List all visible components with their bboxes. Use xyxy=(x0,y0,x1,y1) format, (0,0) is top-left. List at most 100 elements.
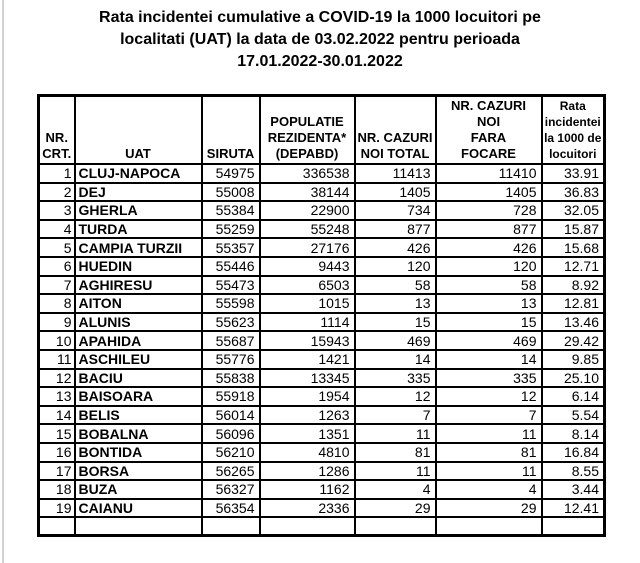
cell-populatie: 6503 xyxy=(258,274,356,296)
cell-cazuri-noi-fara-focare: 13 xyxy=(434,293,543,314)
cell-cazuri-noi-fara-focare: 11 xyxy=(434,460,543,482)
cell-cazuri-noi-fara-focare: 877 xyxy=(434,218,543,240)
cell-cazuri-noi-fara-focare xyxy=(434,516,543,537)
cell-uat: DEJ xyxy=(73,181,203,203)
cell-cazuri-noi-fara-focare: 12 xyxy=(434,386,543,407)
cell-rata-incidentei: 15.68 xyxy=(540,237,606,258)
page-title: Rata incidentei cumulative a COVID-19 la… xyxy=(99,9,541,70)
cell-rata-incidentei: 29.42 xyxy=(540,330,606,351)
cell-cazuri-noi-total: 734 xyxy=(353,200,437,221)
table-row: 2 DEJ 55008 38144 1405 1405 36.83 xyxy=(37,181,606,203)
cell-rata-incidentei: 32.05 xyxy=(540,200,606,221)
cell-rata-incidentei: 3.44 xyxy=(540,479,606,500)
cell-nr-crt: 3 xyxy=(37,200,76,221)
cell-populatie: 1114 xyxy=(258,311,356,333)
cell-uat: CLUJ-NAPOCA xyxy=(73,163,203,184)
cell-cazuri-noi-total: 11 xyxy=(353,423,437,444)
table-row: 17 BORSA 56265 1286 11 11 8.55 xyxy=(37,460,606,482)
cell-cazuri-noi-total: 469 xyxy=(353,330,437,351)
cell-cazuri-noi-total: 1405 xyxy=(353,181,437,203)
column-header-populatie: POPULATIE REZIDENTA* (DEPABD) xyxy=(258,94,356,165)
table-row: 4 TURDA 55259 55248 877 877 15.87 xyxy=(37,218,606,240)
table-row: 9 ALUNIS 55623 1114 15 15 13.46 xyxy=(37,311,606,333)
cell-uat: AGHIRESU xyxy=(73,274,203,296)
cell-cazuri-noi-fara-focare: 335 xyxy=(434,367,543,389)
cell-populatie: 1954 xyxy=(258,386,356,407)
cell-rata-incidentei: 8.55 xyxy=(540,460,606,482)
cell-siruta: 55008 xyxy=(200,181,261,203)
cell-rata-incidentei: 5.54 xyxy=(540,404,606,426)
cell-uat: BORSA xyxy=(73,460,203,482)
cell-cazuri-noi-total: 29 xyxy=(353,497,437,519)
cell-cazuri-noi-fara-focare: 15 xyxy=(434,311,543,333)
cell-rata-incidentei: 13.46 xyxy=(540,311,606,333)
cell-siruta: 55687 xyxy=(200,330,261,351)
cell-cazuri-noi-total: 11413 xyxy=(353,163,437,184)
table-row: 1 CLUJ-NAPOCA 54975 336538 11413 11410 33.91 xyxy=(37,163,606,184)
cell-rata-incidentei: 12.81 xyxy=(540,293,606,314)
column-header-cazuri-noi-fara-focare: NR. CAZURI NOI FARA FOCARE xyxy=(434,94,543,165)
cell-cazuri-noi-total: 7 xyxy=(353,404,437,426)
cell-nr-crt: 17 xyxy=(37,460,76,482)
cell-cazuri-noi-fara-focare: 58 xyxy=(434,274,543,296)
cell-cazuri-noi-total xyxy=(353,516,437,537)
cell-rata-incidentei: 33.91 xyxy=(540,163,606,184)
cell-siruta: 55384 xyxy=(200,200,261,221)
cell-uat: TURDA xyxy=(73,218,203,240)
cell-uat: BOBALNA xyxy=(73,423,203,444)
cell-uat: APAHIDA xyxy=(73,330,203,351)
cell-rata-incidentei: 36.83 xyxy=(540,181,606,203)
cell-siruta: 56265 xyxy=(200,460,261,482)
cell-populatie xyxy=(258,516,356,537)
cell-nr-crt: 14 xyxy=(37,404,76,426)
cell-siruta xyxy=(200,516,261,537)
table-row: 6 HUEDIN 55446 9443 120 120 12.71 xyxy=(37,255,606,277)
cell-nr-crt: 10 xyxy=(37,330,76,351)
cell-cazuri-noi-fara-focare: 81 xyxy=(434,441,543,463)
cell-cazuri-noi-fara-focare: 11410 xyxy=(434,163,543,184)
cell-siruta: 56096 xyxy=(200,423,261,444)
cell-cazuri-noi-total: 13 xyxy=(353,293,437,314)
table-row: 16 BONTIDA 56210 4810 81 81 16.84 xyxy=(37,441,606,463)
cell-nr-crt: 8 xyxy=(37,293,76,314)
table-row: 12 BACIU 55838 13345 335 335 25.10 xyxy=(37,367,606,389)
cell-uat: BAISOARA xyxy=(73,386,203,407)
cell-siruta: 56354 xyxy=(200,497,261,519)
cell-siruta: 54975 xyxy=(200,163,261,184)
table-row: 8 AITON 55598 1015 13 13 12.81 xyxy=(37,293,606,314)
table-row: 5 CAMPIA TURZII 55357 27176 426 426 15.68 xyxy=(37,237,606,258)
cell-siruta: 56014 xyxy=(200,404,261,426)
cell-cazuri-noi-total: 4 xyxy=(353,479,437,500)
cell-siruta: 55598 xyxy=(200,293,261,314)
cell-populatie: 55248 xyxy=(258,218,356,240)
cell-nr-crt xyxy=(37,516,76,537)
cell-nr-crt: 9 xyxy=(37,311,76,333)
cell-cazuri-noi-fara-focare: 7 xyxy=(434,404,543,426)
cell-siruta: 55918 xyxy=(200,386,261,407)
cell-rata-incidentei: 12.41 xyxy=(540,497,606,519)
cell-cazuri-noi-fara-focare: 426 xyxy=(434,237,543,258)
cell-cazuri-noi-fara-focare: 1405 xyxy=(434,181,543,203)
column-header-nr-crt: NR. CRT. xyxy=(37,94,76,165)
cell-siruta: 56327 xyxy=(200,479,261,500)
cell-cazuri-noi-total: 12 xyxy=(353,386,437,407)
cell-populatie: 22900 xyxy=(258,200,356,221)
cell-cazuri-noi-total: 120 xyxy=(353,255,437,277)
cell-nr-crt: 7 xyxy=(37,274,76,296)
cell-uat: AITON xyxy=(73,293,203,314)
cell-nr-crt: 12 xyxy=(37,367,76,389)
cell-cazuri-noi-fara-focare: 728 xyxy=(434,200,543,221)
table-body: 1 CLUJ-NAPOCA 54975 336538 11413 11410 33.91 2 D… xyxy=(37,163,606,537)
column-header-siruta: SIRUTA xyxy=(200,94,261,165)
cell-cazuri-noi-fara-focare: 469 xyxy=(434,330,543,351)
cell-siruta: 55259 xyxy=(200,218,261,240)
cell-nr-crt: 4 xyxy=(37,218,76,240)
cell-cazuri-noi-fara-focare: 29 xyxy=(434,497,543,519)
cell-nr-crt: 6 xyxy=(37,255,76,277)
cell-cazuri-noi-total: 15 xyxy=(353,311,437,333)
cell-uat: ALUNIS xyxy=(73,311,203,333)
cell-cazuri-noi-total: 877 xyxy=(353,218,437,240)
cell-populatie: 1286 xyxy=(258,460,356,482)
cell-siruta: 55776 xyxy=(200,348,261,370)
cell-uat: CAIANU xyxy=(73,497,203,519)
